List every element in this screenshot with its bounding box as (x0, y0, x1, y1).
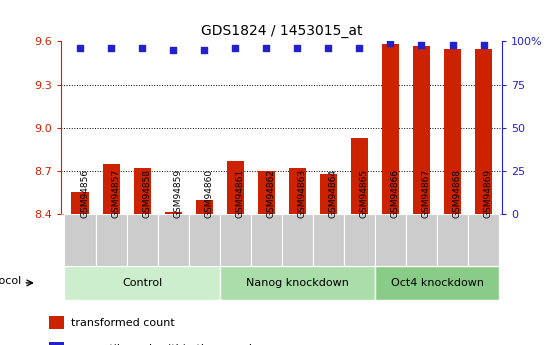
Bar (50, 342, 64, 345)
Point (479, 42, 488, 48)
Point (169, 47, 177, 53)
Text: GSM94868: GSM94868 (453, 169, 461, 218)
Text: transformed count: transformed count (71, 318, 175, 328)
Bar (165, 213, 182, 214)
Point (262, 46, 271, 51)
Text: GSM94861: GSM94861 (235, 169, 244, 218)
Text: Nanog knockdown: Nanog knockdown (246, 278, 349, 288)
Bar (320, 174, 337, 214)
Text: GSM94864: GSM94864 (328, 169, 338, 218)
Point (448, 42, 457, 48)
Point (107, 46, 116, 51)
Text: GSM94869: GSM94869 (484, 169, 493, 218)
Bar (375, 266, 499, 300)
Point (293, 46, 302, 51)
Bar (65, 214, 95, 266)
Point (417, 42, 426, 48)
Text: GSM94866: GSM94866 (391, 169, 400, 218)
Title: GDS1824 / 1453015_at: GDS1824 / 1453015_at (201, 23, 363, 38)
Point (200, 47, 209, 53)
Bar (71, 193, 89, 214)
Text: GSM94863: GSM94863 (297, 169, 306, 218)
Bar (251, 214, 282, 266)
Bar (351, 138, 368, 214)
Bar (406, 214, 437, 266)
Text: GSM94867: GSM94867 (421, 169, 430, 218)
Text: Control: Control (122, 278, 162, 288)
Bar (475, 49, 492, 214)
Text: GSM94857: GSM94857 (111, 169, 120, 218)
Bar (196, 199, 213, 214)
Bar (282, 214, 313, 266)
Bar (382, 44, 399, 214)
Bar (258, 171, 275, 214)
Bar (95, 214, 127, 266)
Bar (437, 214, 468, 266)
Bar (189, 214, 220, 266)
Point (75, 46, 84, 51)
Text: protocol: protocol (0, 276, 21, 286)
Point (324, 46, 333, 51)
Point (138, 46, 147, 51)
Bar (127, 214, 157, 266)
Bar (157, 214, 189, 266)
Point (355, 46, 364, 51)
Point (231, 46, 240, 51)
Bar (468, 214, 499, 266)
Text: GSM94858: GSM94858 (142, 169, 151, 218)
Bar (375, 214, 406, 266)
Text: GSM94859: GSM94859 (173, 169, 182, 218)
Bar (103, 164, 119, 214)
Text: Oct4 knockdown: Oct4 knockdown (391, 278, 484, 288)
Bar (220, 214, 251, 266)
Bar (313, 214, 344, 266)
Bar (65, 266, 220, 300)
Bar (133, 168, 151, 214)
Bar (413, 46, 430, 214)
Bar (344, 214, 375, 266)
Point (386, 40, 395, 46)
Text: GSM94862: GSM94862 (266, 169, 275, 218)
Text: GSM94865: GSM94865 (359, 169, 368, 218)
Bar (50, 316, 64, 329)
Bar (220, 266, 375, 300)
Text: GSM94860: GSM94860 (204, 169, 213, 218)
Bar (227, 161, 244, 214)
Text: percentile rank within the sample: percentile rank within the sample (71, 344, 258, 345)
Bar (289, 168, 306, 214)
Text: GSM94856: GSM94856 (80, 169, 89, 218)
Bar (444, 49, 461, 214)
